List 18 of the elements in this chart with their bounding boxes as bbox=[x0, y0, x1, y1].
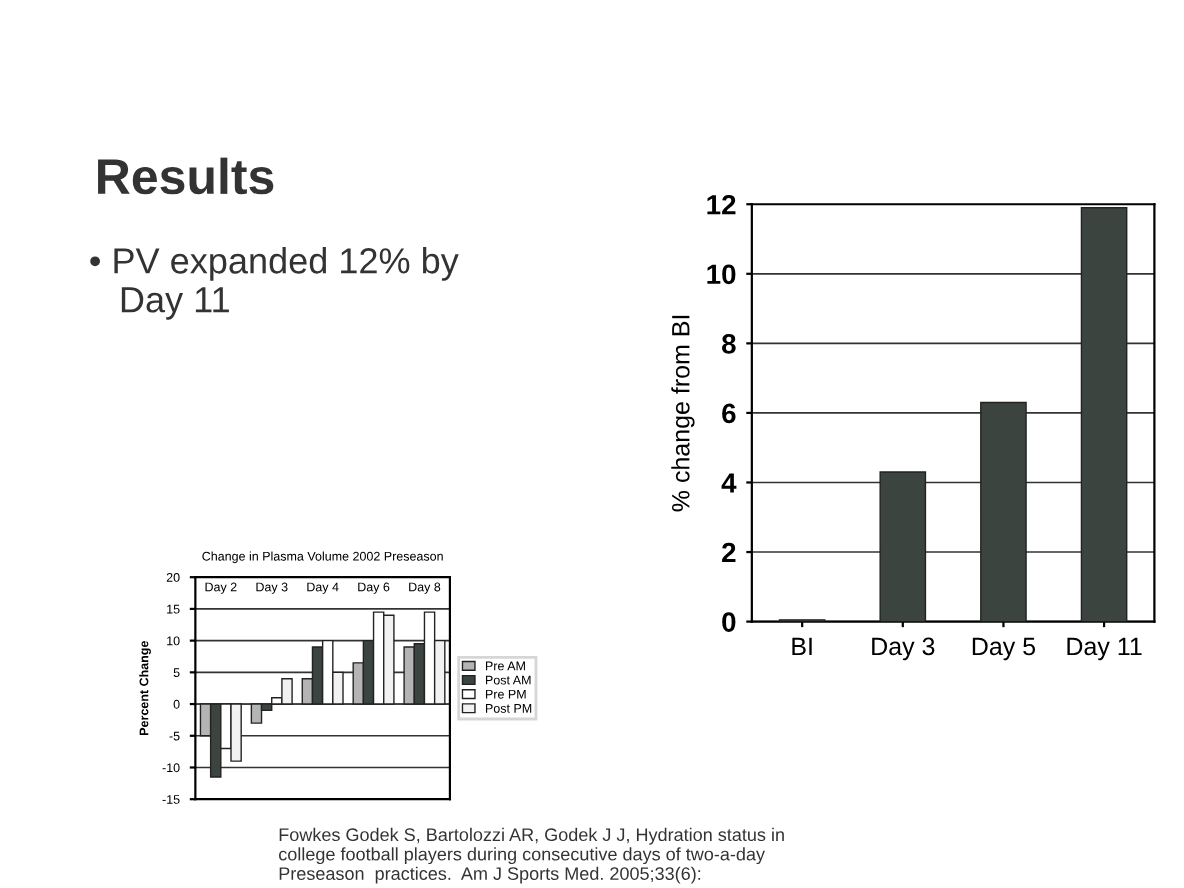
y-tick-label: 2 bbox=[722, 542, 736, 563]
y-tick-label: 4 bbox=[721, 473, 737, 493]
x-tick-label: Day 5 bbox=[972, 637, 1036, 661]
y-tick-label: 8 bbox=[722, 334, 736, 354]
y-axis-title: % change from BI bbox=[671, 315, 695, 512]
y-tick-label: 10 bbox=[707, 264, 736, 285]
x-tick-label: Day 11 bbox=[1067, 637, 1142, 661]
x-tick-label: BI bbox=[792, 637, 812, 655]
bar bbox=[1080, 207, 1128, 622]
text: • PV expanded 12% by Day 11 bbox=[90, 247, 459, 320]
x-tick-label: Day 3 bbox=[872, 637, 935, 661]
y-tick-label: 0 bbox=[722, 612, 736, 632]
y-tick-label: 6 bbox=[722, 403, 736, 424]
text: Fowkes Godek S, Bartolozzi AR, Godek J J, Hydration status in college football players during consecutive days of two-a-day Preseason practices. Am J Sports Med. 2005;33(6): bbox=[279, 827, 784, 884]
bar bbox=[879, 471, 927, 622]
bar bbox=[980, 401, 1027, 622]
text: Results bbox=[98, 157, 274, 195]
y-tick-label: 12 bbox=[707, 194, 736, 215]
